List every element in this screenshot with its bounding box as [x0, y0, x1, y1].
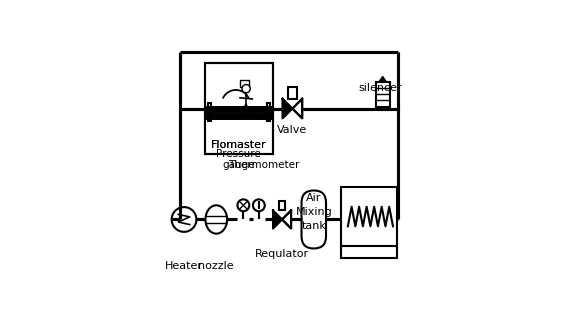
- FancyBboxPatch shape: [301, 191, 326, 249]
- Bar: [208, 111, 211, 121]
- Polygon shape: [379, 76, 387, 82]
- Bar: [205, 63, 273, 154]
- Bar: [267, 111, 270, 121]
- Polygon shape: [292, 99, 302, 118]
- Text: Requlator: Requlator: [255, 249, 309, 259]
- Bar: [208, 104, 211, 114]
- Bar: [205, 63, 273, 154]
- Bar: [278, 201, 285, 210]
- Bar: [375, 82, 390, 107]
- Text: nozzle: nozzle: [198, 261, 234, 271]
- Polygon shape: [282, 99, 292, 118]
- Circle shape: [172, 207, 197, 232]
- Text: Flomaster: Flomaster: [211, 140, 267, 150]
- Text: Air
Mixing
tank: Air Mixing tank: [296, 193, 332, 231]
- Text: Flomaster: Flomaster: [211, 140, 267, 150]
- Ellipse shape: [206, 205, 227, 234]
- Text: Heater: Heater: [165, 261, 203, 271]
- Bar: [240, 80, 249, 87]
- Circle shape: [253, 199, 265, 211]
- Text: Valve: Valve: [277, 125, 308, 135]
- Circle shape: [237, 199, 249, 211]
- Text: silencer: silencer: [358, 83, 402, 93]
- Text: Pressure
gauge: Pressure gauge: [216, 149, 261, 171]
- Bar: [266, 104, 270, 114]
- Polygon shape: [282, 210, 291, 228]
- Text: Thermometer: Thermometer: [228, 160, 300, 171]
- Circle shape: [242, 84, 250, 93]
- Polygon shape: [273, 210, 282, 228]
- Bar: [288, 87, 297, 99]
- Bar: [342, 187, 397, 258]
